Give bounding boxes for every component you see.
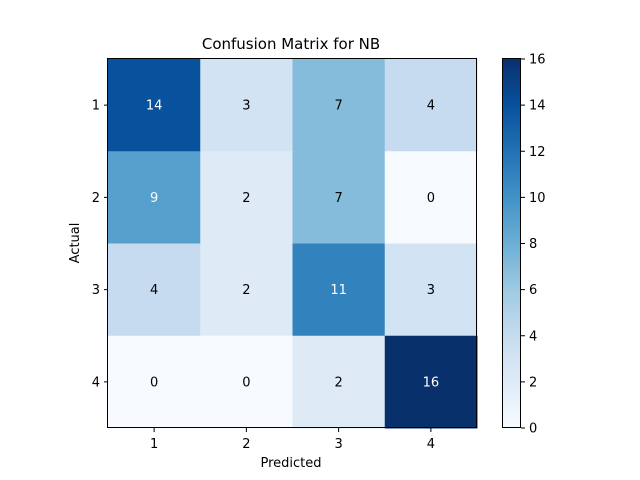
heatmap-cell xyxy=(292,335,386,429)
heatmap-cell xyxy=(384,243,478,337)
heatmap-cells xyxy=(108,59,478,429)
cell-value-label: 3 xyxy=(427,283,435,298)
heatmap-cell xyxy=(292,151,386,244)
heatmap-cell xyxy=(200,243,293,337)
heatmap-cell xyxy=(108,151,201,244)
cell-value-label: 2 xyxy=(242,283,250,298)
heatmap-cell xyxy=(200,335,293,429)
colorbar-tick-label: 14 xyxy=(529,99,546,114)
x-tick-label: 2 xyxy=(242,437,250,452)
plot-frame xyxy=(107,58,477,428)
colorbar-tick-label: 2 xyxy=(529,375,537,390)
heatmap-cell xyxy=(292,243,386,337)
colorbar-tick-label: 10 xyxy=(529,191,546,206)
x-tick-label: 3 xyxy=(334,437,342,452)
cell-value-label: 2 xyxy=(334,375,342,390)
colorbar xyxy=(502,58,521,428)
colorbar-tick-label: 6 xyxy=(529,283,537,298)
x-axis-label: Predicted xyxy=(260,456,321,471)
heatmap-cell xyxy=(384,335,478,429)
colorbar-tick-label: 12 xyxy=(529,145,546,160)
cell-value-label: 7 xyxy=(334,191,342,206)
y-tick-label: 2 xyxy=(92,191,100,206)
colorbar-tick-label: 0 xyxy=(529,422,537,437)
cell-value-label: 4 xyxy=(427,99,435,114)
colorbar-tick-label: 16 xyxy=(529,53,546,68)
heatmap-cell xyxy=(108,59,201,152)
y-axis-label: Actual xyxy=(68,223,83,264)
heatmap-cell-labels: 14 3 7 4 9 2 7 0 4 2 11 3 0 0 2 16 xyxy=(146,99,439,391)
heatmap-cell xyxy=(108,243,201,337)
heatmap-cell xyxy=(200,151,293,244)
x-axis-ticks: 1 2 3 4 xyxy=(150,428,435,452)
colorbar-tick-label: 4 xyxy=(529,329,537,344)
cell-value-label: 0 xyxy=(427,191,435,206)
cell-value-label: 9 xyxy=(150,191,158,206)
chart-title: Confusion Matrix for NB xyxy=(202,35,380,53)
heatmap-cell xyxy=(292,59,386,152)
cell-value-label: 14 xyxy=(146,99,163,114)
heatmap-cell xyxy=(200,59,293,152)
cell-value-label: 3 xyxy=(242,99,250,114)
heatmap-cell xyxy=(384,151,478,244)
heatmap-cell xyxy=(384,59,478,152)
x-tick-label: 4 xyxy=(427,437,435,452)
cell-value-label: 2 xyxy=(242,191,250,206)
y-tick-label: 4 xyxy=(92,375,100,390)
colorbar-ticks: 0 2 4 6 8 10 12 14 16 xyxy=(521,53,546,437)
y-axis-ticks: 1 2 3 4 xyxy=(92,99,108,390)
cell-value-label: 0 xyxy=(150,375,158,390)
cell-value-label: 4 xyxy=(150,283,158,298)
x-tick-label: 1 xyxy=(150,437,158,452)
cell-value-label: 11 xyxy=(330,283,347,298)
y-tick-label: 3 xyxy=(92,283,100,298)
cell-value-label: 0 xyxy=(242,375,250,390)
cell-value-label: 7 xyxy=(334,99,342,114)
cell-value-label: 16 xyxy=(423,375,440,390)
heatmap-cell xyxy=(108,335,201,429)
y-tick-label: 1 xyxy=(92,99,100,114)
colorbar-tick-label: 8 xyxy=(529,237,537,252)
